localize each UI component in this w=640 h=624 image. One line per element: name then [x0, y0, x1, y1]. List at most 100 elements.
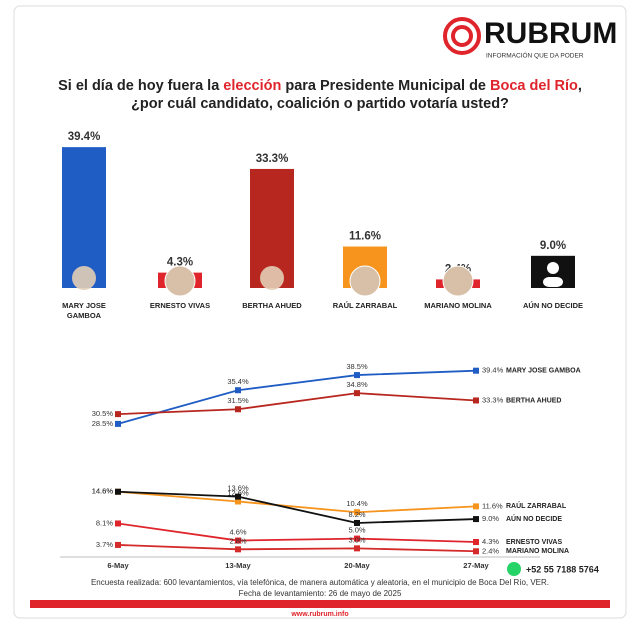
data-point [473, 503, 479, 510]
silhouette-body [543, 277, 563, 287]
data-point [115, 420, 121, 427]
bar-value-label: 39.4% [68, 131, 101, 143]
data-point [473, 397, 479, 404]
logo-ring [451, 25, 473, 47]
category-label: AÚN NO DECIDE [522, 301, 583, 310]
category-label: ERNESTO VIVAS [149, 301, 211, 310]
footer-date: Fecha de levantamiento: 26 de mayo de 20… [238, 589, 402, 598]
point-label: 3.7% [96, 540, 113, 549]
legend-label: ERNESTO VIVAS [506, 539, 562, 546]
data-point [115, 541, 121, 548]
title-part: , [577, 78, 582, 94]
legend-label: AÚN NO DECIDE [506, 514, 562, 523]
legend-label: RAÚL ZARRABAL [506, 501, 567, 510]
category-label: MARY JOSE GAMBOA [62, 301, 106, 320]
data-point [235, 498, 241, 505]
whatsapp-icon [507, 562, 521, 576]
data-point [115, 488, 121, 495]
point-label: 5.0% [348, 526, 365, 535]
point-label: 33.3% [482, 395, 504, 404]
series-line [117, 490, 477, 524]
point-label: 34.8% [346, 380, 368, 389]
data-point [473, 548, 479, 555]
point-label: 39.4% [482, 366, 504, 375]
data-point [354, 372, 360, 379]
point-label: 30.5% [92, 409, 114, 418]
footer-bar [30, 600, 610, 608]
brand-tagline: INFORMACIÓN QUE DA PODER [486, 51, 584, 60]
data-point [354, 545, 360, 552]
data-point [473, 367, 479, 374]
bar [62, 147, 106, 288]
data-point [235, 387, 241, 394]
brand-name: RUBRUM [484, 17, 617, 50]
candidate-photo [164, 265, 196, 297]
point-label: 10.4% [346, 499, 368, 508]
point-label: 28.5% [92, 419, 114, 428]
point-label: 14.6% [92, 487, 114, 496]
point-label: 13.6% [227, 484, 249, 493]
candidate-photo [349, 265, 381, 297]
website: www.rubrum.info [290, 611, 348, 618]
data-point [354, 519, 360, 526]
candidate-photo [442, 265, 474, 297]
data-point [473, 539, 479, 546]
category-label: BERTHA AHUED [242, 301, 302, 310]
frame [13, 5, 627, 619]
series-line [117, 369, 477, 425]
data-point [115, 411, 121, 418]
bar-value-label: 9.0% [540, 240, 566, 252]
title-part: elección [223, 78, 282, 94]
data-point [354, 509, 360, 516]
point-label: 2.8% [229, 536, 246, 545]
series-line [117, 522, 477, 543]
candidate-photo [260, 266, 284, 290]
title-part: Boca del Río [490, 78, 578, 94]
data-point [235, 546, 241, 553]
phone: +52 55 7188 5764 [526, 564, 599, 574]
logo-ring [443, 17, 481, 55]
point-label: 8.1% [96, 518, 113, 527]
data-point [235, 406, 241, 413]
point-label: 35.4% [227, 377, 249, 386]
point-label: 3.0% [348, 535, 365, 544]
point-label: 38.5% [346, 362, 368, 371]
bar-value-label: 33.3% [256, 153, 289, 165]
category-label: RAÚL ZARRABAL [332, 301, 398, 310]
x-tick-label: 20-May [344, 561, 370, 570]
footer-note: Encuesta realizada: 600 levantamientos, … [90, 578, 550, 587]
x-tick-label: 13-May [225, 561, 251, 570]
data-point [235, 537, 241, 544]
legend-label: BERTHA AHUED [506, 397, 561, 404]
legend-label: MARIANO MOLINA [506, 548, 569, 555]
bar-value-label: 4.3% [167, 257, 193, 269]
data-point [235, 493, 241, 500]
series-line [117, 490, 477, 514]
point-label: 31.5% [227, 396, 249, 405]
silhouette-head [547, 262, 559, 274]
point-label: 9.0% [482, 514, 499, 523]
point-label: 4.6% [229, 528, 246, 537]
point-label: 12.6% [227, 488, 249, 497]
point-label: 2.4% [482, 546, 499, 555]
x-tick-label: 27-May [463, 561, 489, 570]
subtitle: ¿por cuál candidato, coalición o partido… [131, 96, 509, 112]
point-label: 11.6% [482, 501, 503, 510]
x-tick-label: 6-May [107, 561, 129, 570]
data-point [473, 516, 479, 523]
candidate-photo [72, 266, 96, 290]
series-line [117, 544, 477, 553]
data-point [354, 535, 360, 542]
bar-value-label: 11.6% [349, 231, 381, 243]
data-point [354, 390, 360, 397]
title-part: para Presidente Municipal de [281, 78, 491, 94]
point-label: 8.2% [348, 510, 365, 519]
title: Si el día de hoy fuera la elección para … [20, 78, 620, 94]
series-line [117, 392, 477, 416]
category-label: MARIANO MOLINA [424, 301, 492, 310]
title-part: Si el día de hoy fuera la [58, 78, 224, 94]
data-point [115, 520, 121, 527]
point-label: 4.3% [482, 537, 499, 546]
